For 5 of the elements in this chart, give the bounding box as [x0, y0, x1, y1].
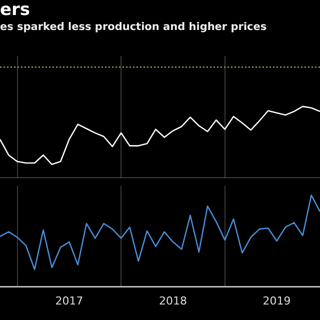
x-tick-label: 2017: [55, 294, 84, 308]
chart-subtitle: es sparked less production and higher prices: [0, 21, 267, 33]
x-tick-label: 2018: [158, 294, 187, 308]
x-tick-label: 2019: [262, 294, 291, 308]
chart-title: ers: [0, 0, 30, 20]
